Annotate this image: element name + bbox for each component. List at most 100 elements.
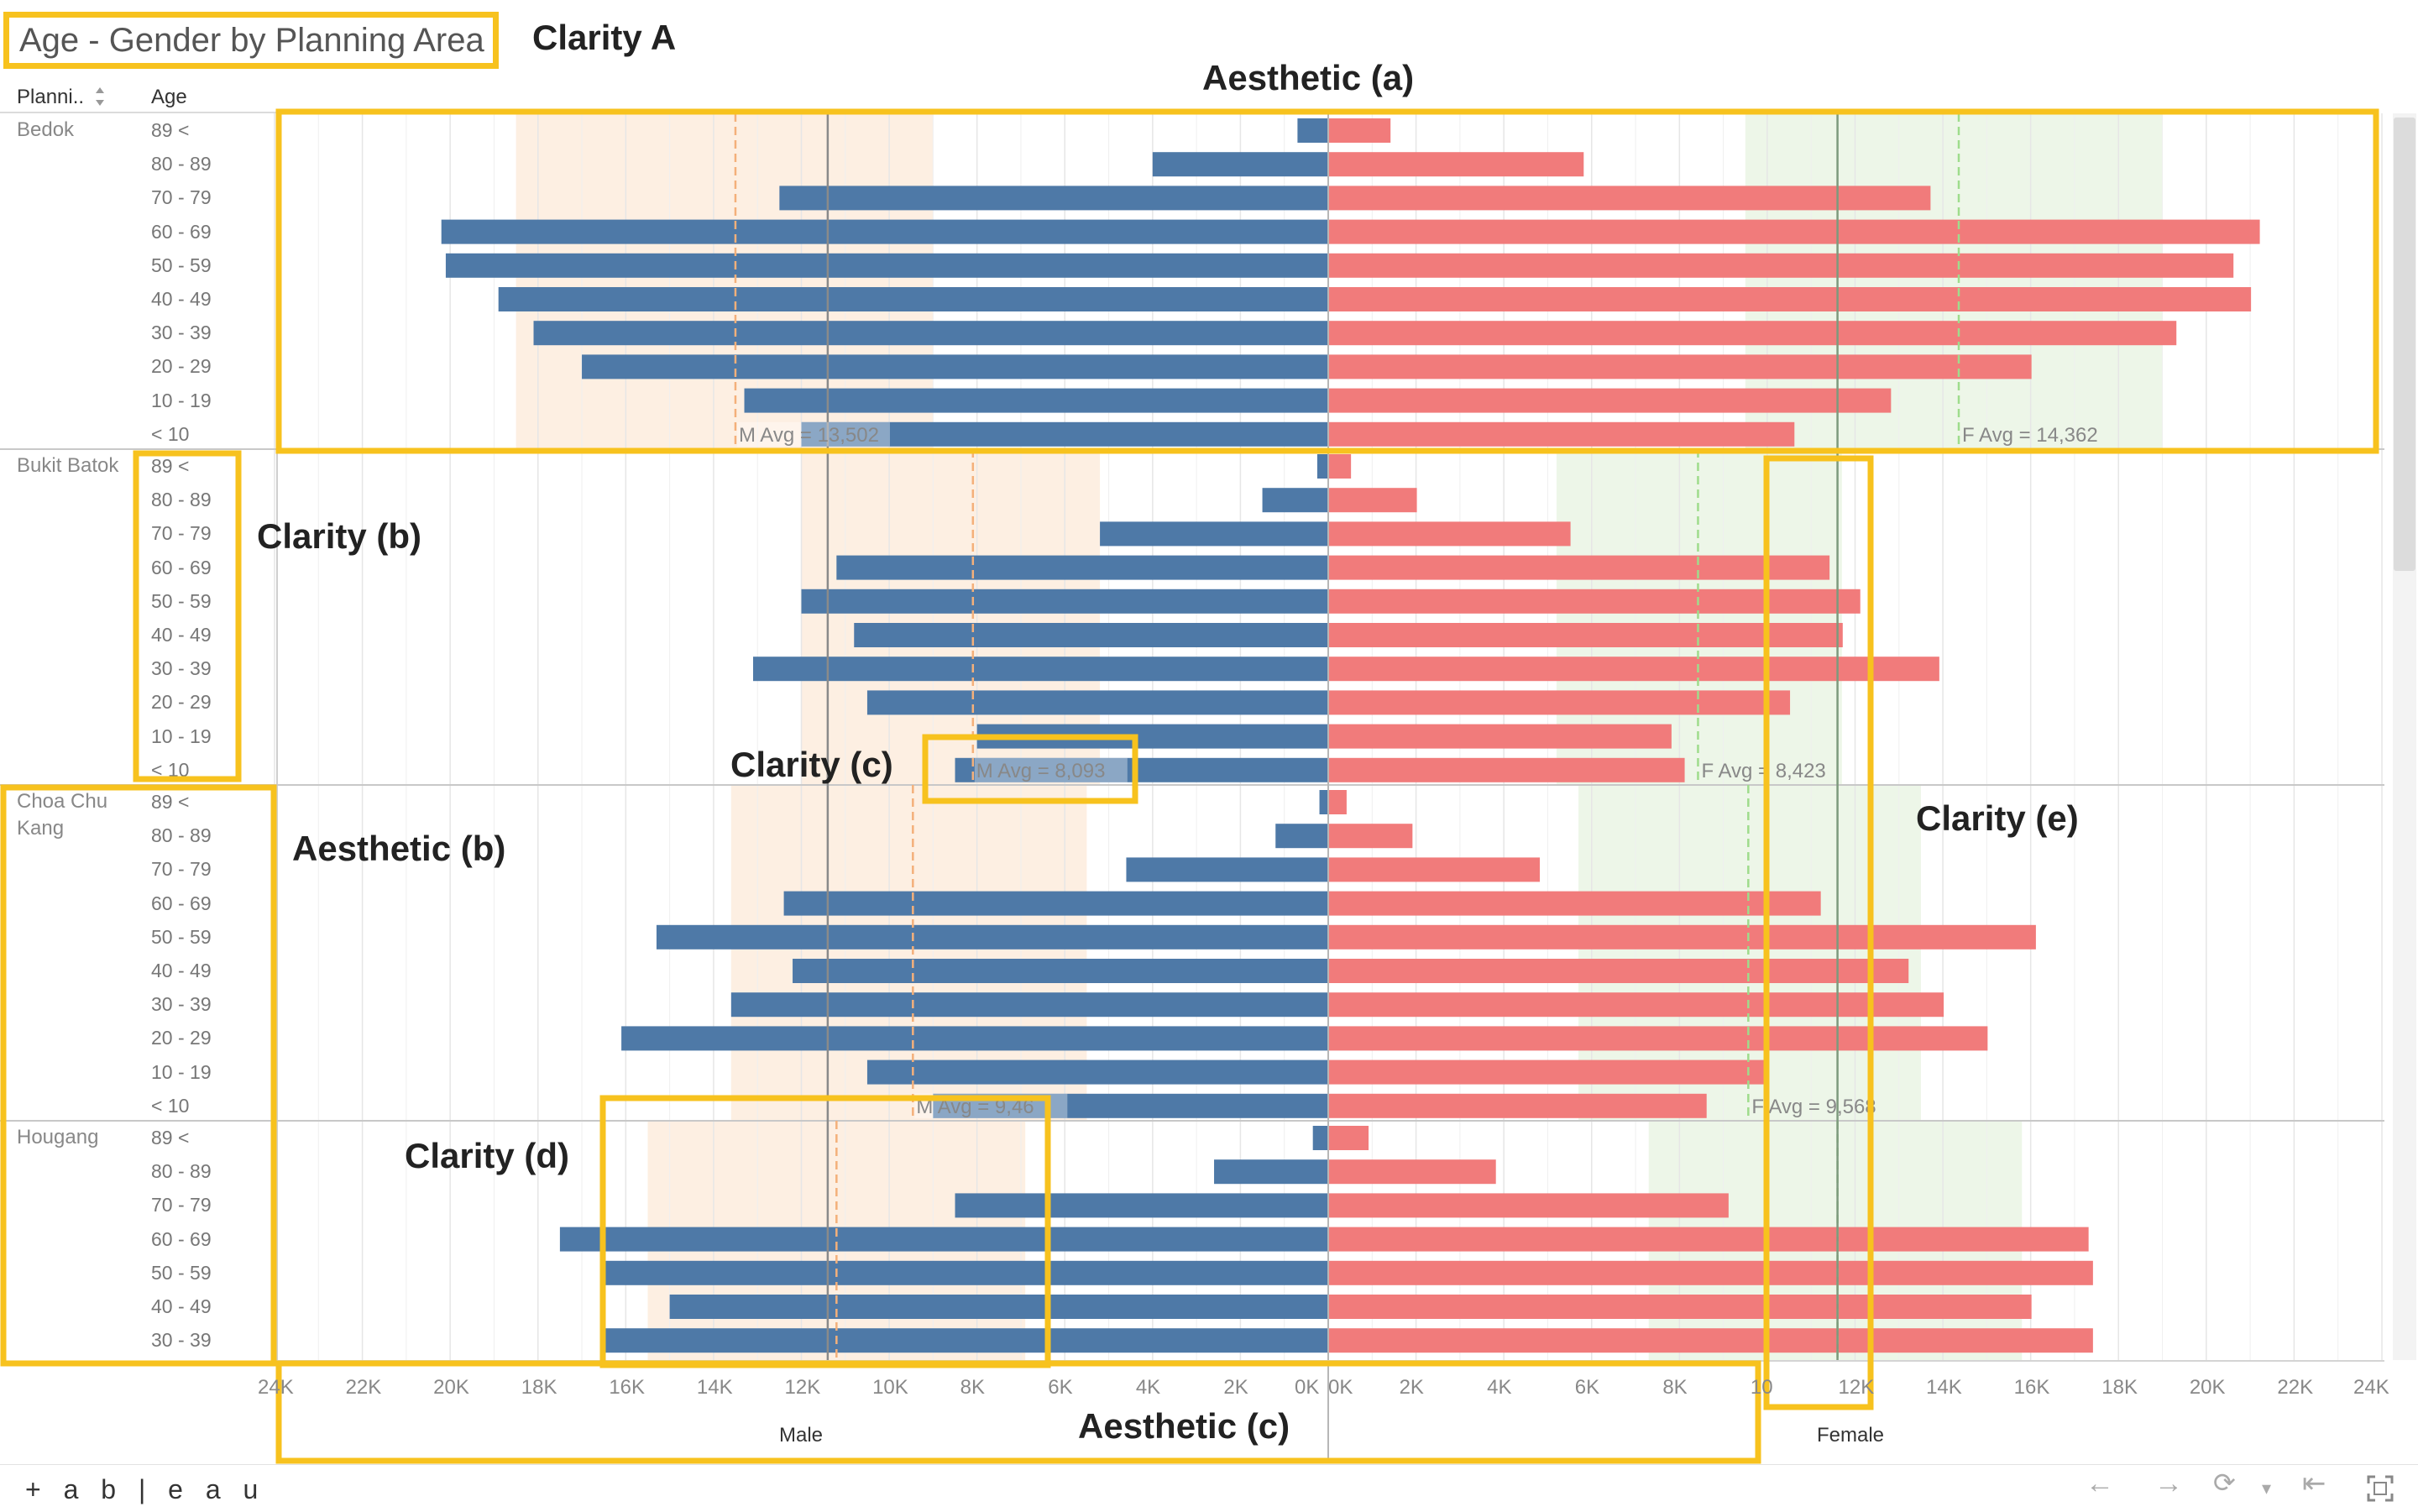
age-group-label: 80 - 89 <box>151 153 212 175</box>
age-group-label: 10 - 19 <box>151 389 212 411</box>
male-bar <box>955 1193 1328 1218</box>
female-bar <box>1329 1260 2093 1285</box>
tableau-toolbar <box>0 1464 2418 1512</box>
age-group-label: 80 - 89 <box>151 824 212 847</box>
x-tick-label: 18K <box>2101 1376 2138 1399</box>
undo-icon[interactable]: ← <box>2086 1468 2114 1499</box>
age-group-label: 40 - 49 <box>151 1295 212 1317</box>
annotation-boxes <box>0 108 2379 1464</box>
title-text: Age - Gender by Planning Area <box>19 21 484 59</box>
column-header-age[interactable]: Age <box>151 86 187 108</box>
annotation-clarity-a: Clarity A <box>532 18 677 57</box>
age-group-label: 89 < <box>151 791 190 813</box>
annotation-box <box>275 1360 1761 1464</box>
axis-title-female: Female <box>1817 1424 1885 1447</box>
age-group-label: 30 - 39 <box>151 1329 212 1352</box>
age-group-label: 60 - 69 <box>151 1227 212 1250</box>
female-bar <box>1329 454 1352 479</box>
male-bar <box>1316 454 1328 479</box>
female-bar <box>1329 690 1791 715</box>
x-tick-label: 14K <box>1926 1376 1962 1399</box>
planning-area-label[interactable]: Choa Chu Kang <box>17 790 108 840</box>
age-group-label: 10 - 19 <box>151 725 212 747</box>
age-group-label: 30 - 39 <box>151 993 212 1016</box>
annotation-aesthetic-c: Aesthetic (c) <box>1078 1406 1290 1446</box>
x-tick-label: 10 <box>1750 1376 1773 1399</box>
column-header-area[interactable]: Planni.. <box>17 86 84 109</box>
age-group-label: 50 - 59 <box>151 1261 212 1284</box>
female-bar <box>1329 1126 1369 1150</box>
age-group-label: 70 - 79 <box>151 186 212 209</box>
annotation-clarity-b: Clarity (b) <box>257 516 422 556</box>
redo-icon[interactable]: → <box>2154 1468 2183 1499</box>
x-tick-label: 2K <box>1223 1376 1248 1399</box>
page-title: Age - Gender by Planning Area <box>3 12 499 69</box>
female-bar <box>1329 219 2260 244</box>
age-group-label: 89 < <box>151 119 190 141</box>
female-bar <box>1329 857 1540 882</box>
x-tick-label: 22K <box>2277 1376 2314 1399</box>
female-bar <box>1329 1059 1764 1085</box>
male-bar <box>498 287 1328 311</box>
age-group-label: 70 - 79 <box>151 522 212 545</box>
x-tick-label: 4K <box>1135 1376 1161 1399</box>
male-bar <box>955 757 1328 782</box>
female-bar <box>1329 757 1685 782</box>
planning-area-label[interactable]: Bedok <box>17 118 75 141</box>
female-bar <box>1329 824 1413 849</box>
planning-area-label[interactable]: Bukit Batok <box>17 454 119 477</box>
female-bar <box>1329 790 1347 814</box>
male-bar <box>656 924 1328 950</box>
x-tick-label: 12K <box>784 1376 821 1399</box>
x-tick-label: 22K <box>345 1376 382 1399</box>
sort-icon[interactable] <box>94 86 106 107</box>
female-bar <box>1329 118 1391 143</box>
x-tick-label: 6K <box>1048 1376 1073 1399</box>
age-group-label: 89 < <box>151 1127 190 1148</box>
age-group-label: 50 - 59 <box>151 589 212 612</box>
male-bar <box>604 1260 1328 1285</box>
x-tick-label: 10K <box>872 1376 908 1399</box>
fullscreen-icon[interactable] <box>2366 1474 2394 1503</box>
female-bar <box>1329 1193 1729 1218</box>
female-bar <box>1329 891 1821 916</box>
female-bar <box>1329 1093 1707 1118</box>
planning-area-label[interactable]: Hougang <box>17 1126 99 1148</box>
age-group-label: 80 - 89 <box>151 1160 212 1183</box>
age-group-label: 40 - 49 <box>151 624 212 646</box>
male-avg-label-bg <box>974 757 1128 782</box>
age-group-label: 89 < <box>151 455 190 477</box>
reset-icon[interactable]: ⇤ <box>2302 1468 2326 1499</box>
male-bar <box>752 657 1328 682</box>
female-bar <box>1329 1295 2032 1319</box>
age-group-label: 20 - 29 <box>151 691 212 714</box>
female-bar <box>1329 253 2234 278</box>
dropdown-icon[interactable]: ▾ <box>2262 1478 2272 1499</box>
male-avg-label: M Avg = 13,502 <box>739 424 879 447</box>
x-tick-label: 24K <box>258 1376 294 1399</box>
scrollbar-thumb[interactable] <box>2394 118 2415 571</box>
age-group-label: 40 - 49 <box>151 288 212 310</box>
male-bar <box>730 992 1328 1018</box>
tableau-logo[interactable]: + a b | e a u <box>25 1474 265 1505</box>
annotation-box <box>0 784 277 1367</box>
age-group-label: 80 - 89 <box>151 489 212 511</box>
female-bar <box>1329 1026 1988 1051</box>
annotation-box <box>275 108 2379 454</box>
x-tick-label: 8K <box>1662 1376 1688 1399</box>
male-bar <box>445 253 1328 278</box>
x-tick-label: 24K <box>2353 1376 2389 1399</box>
age-group-label: 20 - 29 <box>151 355 212 378</box>
x-tick-label: 16K <box>609 1376 646 1399</box>
age-group-label: 60 - 69 <box>151 892 212 914</box>
age-group-label: 70 - 79 <box>151 1194 212 1216</box>
female-bar <box>1329 555 1830 580</box>
female-bar <box>1329 186 1931 211</box>
annotation-clarity-c: Clarity (c) <box>730 745 893 784</box>
revert-icon[interactable]: ⟳ <box>2213 1468 2236 1498</box>
annotation-clarity-d: Clarity (d) <box>405 1136 570 1175</box>
male-bar <box>1152 152 1328 177</box>
male-bar <box>1297 118 1328 143</box>
x-tick-label: 20K <box>433 1376 469 1399</box>
